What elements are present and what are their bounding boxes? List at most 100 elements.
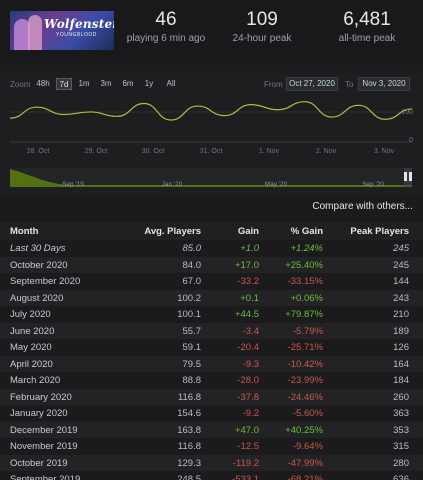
x-tick-label: 31. Oct [200,148,223,155]
percent-gain-cell: +40.25% [285,424,323,436]
gain-cell: -20.4 [237,342,259,353]
gain-cell: -9.2 [242,408,259,419]
month-cell: Last 30 Days [10,243,66,254]
character-figure-right [28,15,42,50]
navigator-tick-label: May '20 [265,181,288,188]
table-row: October 2019 129.3 -119.2 -47.99% 280 [0,454,423,471]
avg-players-cell: 84.0 [182,259,202,271]
gain-cell: -9.3 [242,358,259,370]
month-cell: December 2019 [10,424,78,436]
navigator-handle-right[interactable] [409,172,412,181]
month-cell: October 2019 [10,457,68,469]
to-date-input[interactable]: Nov 3, 2020 [358,77,410,91]
zoom-3m-button[interactable]: 3m [100,79,112,88]
table-row: February 2020 116.8 -37.8 -24.46% 260 [0,388,423,405]
peak-players-cell: 636 [393,474,409,480]
peak-players-cell: 210 [393,309,409,320]
avg-players-cell: 59.1 [182,342,202,353]
current-players-label: playing 6 min ago [126,33,206,44]
table-row: December 2019 163.8 +47.0 +40.25% 353 [0,421,423,438]
peak-players-cell: 164 [393,358,409,370]
avg-players-cell: 248.5 [177,474,201,480]
percent-gain-cell: -5.79% [292,325,323,337]
from-date-input[interactable]: Oct 27, 2020 [286,77,338,91]
percent-gain-cell: -24.46% [287,391,323,403]
gain-cell: +44.5 [234,309,259,320]
player-chart[interactable]: 100 0 28. Oct 29. Oct 30. Oct 31. Oct 1. Nov 2.… [0,0,423,200]
compare-link[interactable]: Compare with others... [312,201,413,212]
navigator-tick-label: Jan '20 [162,181,183,188]
table-row: May 2020 59.1 -20.4 -25.71% 126 [0,339,423,356]
percent-gain-cell: -68.21% [287,474,323,480]
navigator-area [10,169,412,187]
month-cell: August 2020 [10,292,64,304]
avg-players-cell: 116.8 [177,441,201,452]
percent-gain-cell: +1.24% [290,243,324,254]
navigator-background [10,168,412,187]
daily-peak-label: 24-hour peak [232,33,292,44]
gain-cell: -533.1 [232,474,259,480]
avg-players-cell: 79.5 [182,358,202,370]
percent-gain-cell: +0.06% [290,292,324,304]
x-tick-label: 2. Nov [316,148,337,155]
header-month[interactable]: Month [10,226,39,237]
table-row: June 2020 55.7 -3.4 -5.79% 189 [0,322,423,339]
avg-players-cell: 55.7 [182,325,202,337]
peak-players-cell: 245 [393,243,409,254]
character-figure-left [14,19,30,50]
percent-gain-cell: -9.64% [292,441,323,452]
avg-players-cell: 129.3 [177,457,201,469]
navigator-handle-left[interactable] [404,172,407,181]
peak-players-cell: 189 [393,325,409,337]
avg-players-cell: 88.8 [182,375,202,386]
peak-players-cell: 184 [393,375,409,386]
header-peak-players[interactable]: Peak Players [350,226,409,237]
table-row: November 2019 116.8 -12.5 -9.64% 315 [0,438,423,455]
game-logo-subtitle: YOUNGBLOOD [56,32,97,38]
current-players-stat: 46 playing 6 min ago [124,10,208,45]
gain-cell: -28.0 [237,375,259,386]
x-tick-label: 30. Oct [142,148,165,155]
monthly-stats-table: Month Avg. Players Gain % Gain Peak Play… [0,222,423,480]
peak-players-cell: 280 [393,457,409,469]
percent-gain-cell: -23.99% [287,375,323,386]
navigator-selection[interactable] [404,168,412,187]
zoom-all-button[interactable]: All [166,79,176,88]
peak-players-cell: 363 [393,408,409,419]
table-row: September 2020 67.0 -33.2 -33.15% 144 [0,273,423,290]
month-cell: September 2019 [10,474,81,480]
month-cell: October 2020 [10,259,68,271]
header-gain[interactable]: Gain [237,226,259,237]
zoom-1m-button[interactable]: 1m [78,79,90,88]
zoom-48h-button[interactable]: 48h [36,79,50,88]
percent-gain-cell: -25.71% [287,342,323,353]
header-percent-gain[interactable]: % Gain [290,226,323,237]
peak-players-cell: 245 [393,259,409,271]
month-cell: September 2020 [10,276,81,287]
from-label: From [264,80,283,89]
daily-peak-stat: 109 24-hour peak [226,10,298,45]
game-logo-text: Wolfenstein [44,17,114,31]
avg-players-cell: 67.0 [182,276,202,287]
game-capsule-image[interactable]: Wolfenstein YOUNGBLOOD [10,11,114,50]
gain-cell: +17.0 [234,259,259,271]
zoom-label: Zoom [10,80,31,89]
peak-players-cell: 243 [393,292,409,304]
table-row: August 2020 100.2 +0.1 +0.06% 243 [0,289,423,306]
y-tick-label: 0 [409,137,413,144]
peak-players-cell: 126 [393,342,409,353]
table-row: January 2020 154.6 -9.2 -5.60% 363 [0,405,423,422]
peak-players-cell: 260 [393,391,409,403]
gain-cell: -37.8 [237,391,259,403]
header-avg-players[interactable]: Avg. Players [144,226,201,237]
zoom-6m-button[interactable]: 6m [122,79,134,88]
gain-cell: +47.0 [234,424,259,436]
zoom-7d-button[interactable]: 7d [56,78,72,90]
navigator-tick-label: Sep '19 [62,181,84,188]
gain-cell: -3.4 [242,325,259,337]
table-row: September 2019 248.5 -533.1 -68.21% 636 [0,471,423,480]
x-tick-label: 28. Oct [27,148,50,155]
x-tick-label: 29. Oct [85,148,108,155]
zoom-1y-button[interactable]: 1y [144,79,154,88]
month-cell: January 2020 [10,408,68,419]
